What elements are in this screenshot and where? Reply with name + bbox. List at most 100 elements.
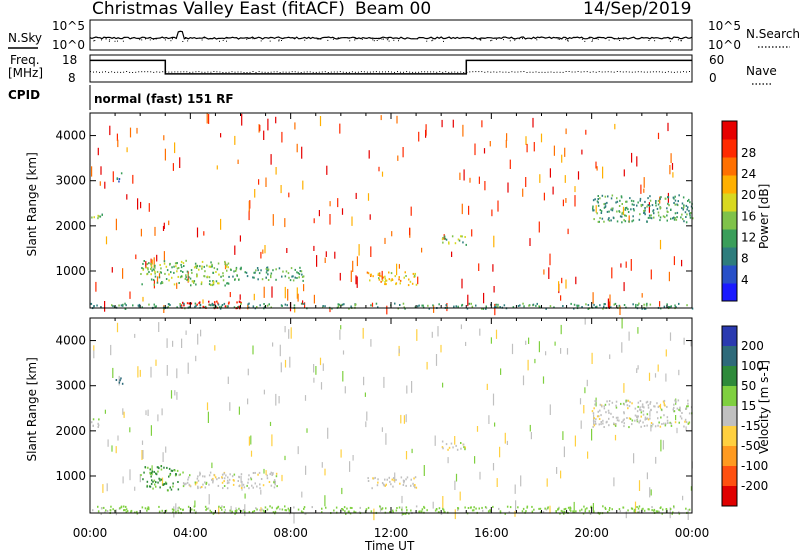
power-region-cell [151, 269, 153, 272]
power-region-cell [672, 217, 674, 220]
velocity-echo [460, 324, 462, 330]
velocity-region-cell [408, 512, 410, 515]
velocity-region-cell [663, 399, 666, 402]
power-colorbar-swatch [722, 157, 737, 176]
velocity-region-cell [169, 474, 171, 477]
power-region-cell [263, 303, 265, 305]
nave-dot [520, 71, 522, 73]
velocity-region-cell [233, 473, 236, 476]
velocity-region-cell [649, 402, 651, 405]
power-region-cell [165, 278, 168, 280]
power-echo [494, 303, 496, 316]
noise-search-dot [153, 38, 155, 40]
velocity-region-cell [175, 510, 177, 513]
noise-search-dot [139, 39, 141, 41]
velocity-region-cell [172, 482, 174, 485]
noise-search-dot [278, 40, 280, 42]
velocity-region-cell [142, 478, 144, 481]
power-region-cell [399, 282, 401, 285]
velocity-region-cell [311, 506, 313, 509]
power-region-cell [674, 195, 676, 198]
noise-search-dot [680, 40, 682, 42]
velocity-region-cell [661, 512, 663, 515]
velocity-region-cell [646, 400, 649, 403]
velocity-region-cell [591, 410, 594, 413]
velocity-region-cell [623, 422, 625, 425]
velocity-region-cell [664, 424, 667, 427]
velocity-colorbar-swatch [722, 446, 737, 467]
noise-search-dot [480, 39, 482, 41]
power-region-cell [169, 263, 171, 266]
power-region-cell [227, 305, 229, 308]
velocity-echo [621, 342, 623, 353]
power-region-cell [599, 304, 601, 307]
power-region-cell [678, 302, 680, 305]
power-region-cell [217, 303, 220, 306]
nave-dot [165, 71, 167, 73]
power-region-cell [411, 282, 414, 285]
nave-dot [324, 71, 326, 73]
noise-search-dot [491, 39, 493, 41]
power-region-cell [592, 207, 594, 210]
nave-dot [240, 71, 242, 73]
velocity-echo [150, 366, 152, 378]
velocity-region-cell [526, 506, 528, 509]
velocity-region-cell [615, 404, 617, 407]
power-region-cell [208, 276, 211, 279]
velocity-region-cell [191, 508, 193, 511]
velocity-region-cell [473, 506, 475, 509]
power-colorbar-tick: 12 [741, 231, 756, 245]
nave-dot [318, 71, 320, 73]
x-tick-label: 08:00 [273, 526, 308, 540]
velocity-echo [271, 434, 273, 447]
velocity-region-cell [358, 511, 361, 514]
power-region-cell [265, 271, 268, 274]
velocity-region-cell [642, 410, 645, 413]
nave-dot [490, 71, 492, 73]
power-echo [614, 123, 616, 130]
noise-search-dot [536, 39, 538, 41]
velocity-echo [117, 435, 119, 441]
power-region-cell [174, 262, 177, 265]
power-region-cell [141, 283, 143, 286]
power-region-cell [195, 265, 197, 268]
power-region-cell [466, 307, 469, 310]
nave-dot [538, 71, 540, 73]
power-region-cell [167, 305, 170, 308]
power-echo [381, 171, 384, 177]
power-echo [329, 307, 331, 313]
power-region-cell [377, 306, 379, 309]
velocity-region-cell [639, 406, 641, 409]
velocity-region-cell [610, 412, 612, 415]
power-region-cell [215, 271, 217, 273]
nave-dot [472, 71, 474, 73]
velocity-echo [504, 432, 506, 444]
velocity-region-cell [221, 505, 223, 508]
power-region-cell [224, 260, 226, 263]
beam-label: Beam 00 [355, 0, 431, 19]
power-region-cell [647, 197, 649, 200]
velocity-region-cell [157, 481, 159, 484]
power-region-cell [394, 302, 396, 305]
power-echo [334, 251, 336, 259]
power-echo [560, 295, 562, 301]
velocity-region-cell [252, 472, 255, 474]
x-tick-label: 12:00 [374, 526, 409, 540]
power-region-cell [226, 282, 228, 285]
velocity-region-cell [240, 510, 243, 512]
power-echo [564, 175, 566, 183]
power-echo [565, 279, 567, 289]
power-data-layer [90, 113, 694, 316]
noise-search-dot [565, 39, 567, 41]
velocity-region-cell [434, 509, 437, 512]
power-echo [630, 259, 632, 271]
power-region-cell [616, 220, 619, 223]
velocity-colorbar-swatch [722, 406, 737, 427]
power-region-cell [212, 271, 215, 274]
velocity-region-cell [250, 478, 253, 481]
power-region-cell [120, 304, 123, 307]
power-region-cell [494, 305, 496, 308]
power-region-cell [594, 306, 597, 309]
noise-search-dot [349, 40, 351, 42]
